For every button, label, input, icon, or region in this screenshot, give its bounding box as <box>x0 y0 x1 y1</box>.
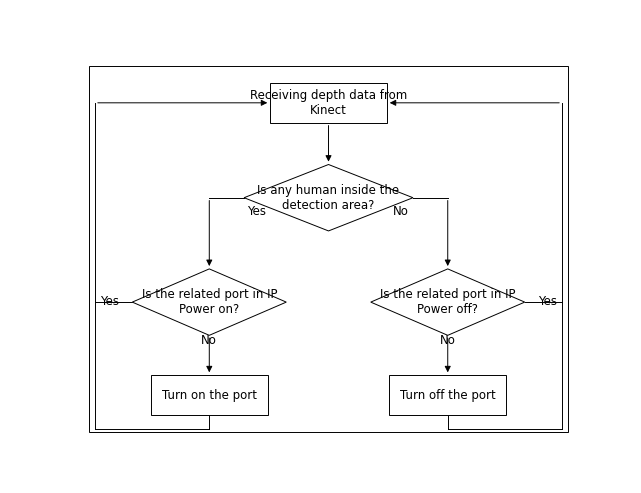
Text: Turn off the port: Turn off the port <box>400 388 495 402</box>
Text: Yes: Yes <box>538 295 556 308</box>
Text: Is any human inside the
detection area?: Is any human inside the detection area? <box>258 184 399 211</box>
Text: No: No <box>440 334 456 348</box>
Text: No: No <box>392 205 408 217</box>
Text: Is the related port in IP
Power off?: Is the related port in IP Power off? <box>380 288 515 316</box>
Text: Receiving depth data from
Kinect: Receiving depth data from Kinect <box>250 89 407 117</box>
Text: Is the related port in IP
Power on?: Is the related port in IP Power on? <box>142 288 277 316</box>
Polygon shape <box>370 269 525 335</box>
Text: Yes: Yes <box>101 295 119 308</box>
Text: Yes: Yes <box>247 205 266 217</box>
FancyBboxPatch shape <box>270 83 387 123</box>
FancyBboxPatch shape <box>151 375 268 415</box>
Text: No: No <box>201 334 217 348</box>
Text: Turn on the port: Turn on the port <box>162 388 257 402</box>
Polygon shape <box>244 165 413 231</box>
Polygon shape <box>132 269 287 335</box>
FancyBboxPatch shape <box>389 375 506 415</box>
